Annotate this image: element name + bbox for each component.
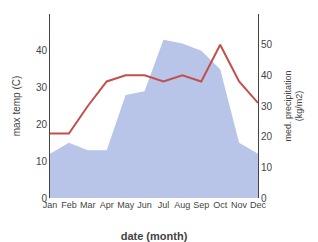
svg-text:10: 10 bbox=[36, 156, 48, 167]
svg-text:Jan: Jan bbox=[43, 200, 58, 210]
svg-text:40: 40 bbox=[261, 70, 273, 81]
svg-text:med. precipitation(kg/m2): med. precipitation(kg/m2) bbox=[283, 70, 305, 141]
svg-text:10: 10 bbox=[261, 162, 273, 173]
svg-text:Sep: Sep bbox=[193, 200, 209, 210]
svg-text:0: 0 bbox=[261, 193, 267, 204]
svg-text:0: 0 bbox=[41, 193, 47, 204]
svg-text:Jun: Jun bbox=[137, 200, 152, 210]
svg-text:30: 30 bbox=[36, 82, 48, 93]
svg-text:Dec: Dec bbox=[250, 200, 267, 210]
svg-text:50: 50 bbox=[261, 39, 273, 50]
svg-text:Nov: Nov bbox=[231, 200, 248, 210]
svg-text:30: 30 bbox=[261, 101, 273, 112]
svg-text:date (month): date (month) bbox=[121, 230, 188, 242]
svg-text:40: 40 bbox=[36, 45, 48, 56]
svg-text:Aug: Aug bbox=[174, 200, 190, 210]
svg-text:May: May bbox=[117, 200, 135, 210]
svg-text:Oct: Oct bbox=[213, 200, 228, 210]
svg-text:max temp (C): max temp (C) bbox=[11, 76, 22, 137]
svg-text:Apr: Apr bbox=[100, 200, 114, 210]
svg-text:Jul: Jul bbox=[158, 200, 170, 210]
svg-text:Mar: Mar bbox=[80, 200, 96, 210]
svg-text:Feb: Feb bbox=[61, 200, 77, 210]
svg-text:20: 20 bbox=[36, 119, 48, 130]
svg-text:20: 20 bbox=[261, 131, 273, 142]
